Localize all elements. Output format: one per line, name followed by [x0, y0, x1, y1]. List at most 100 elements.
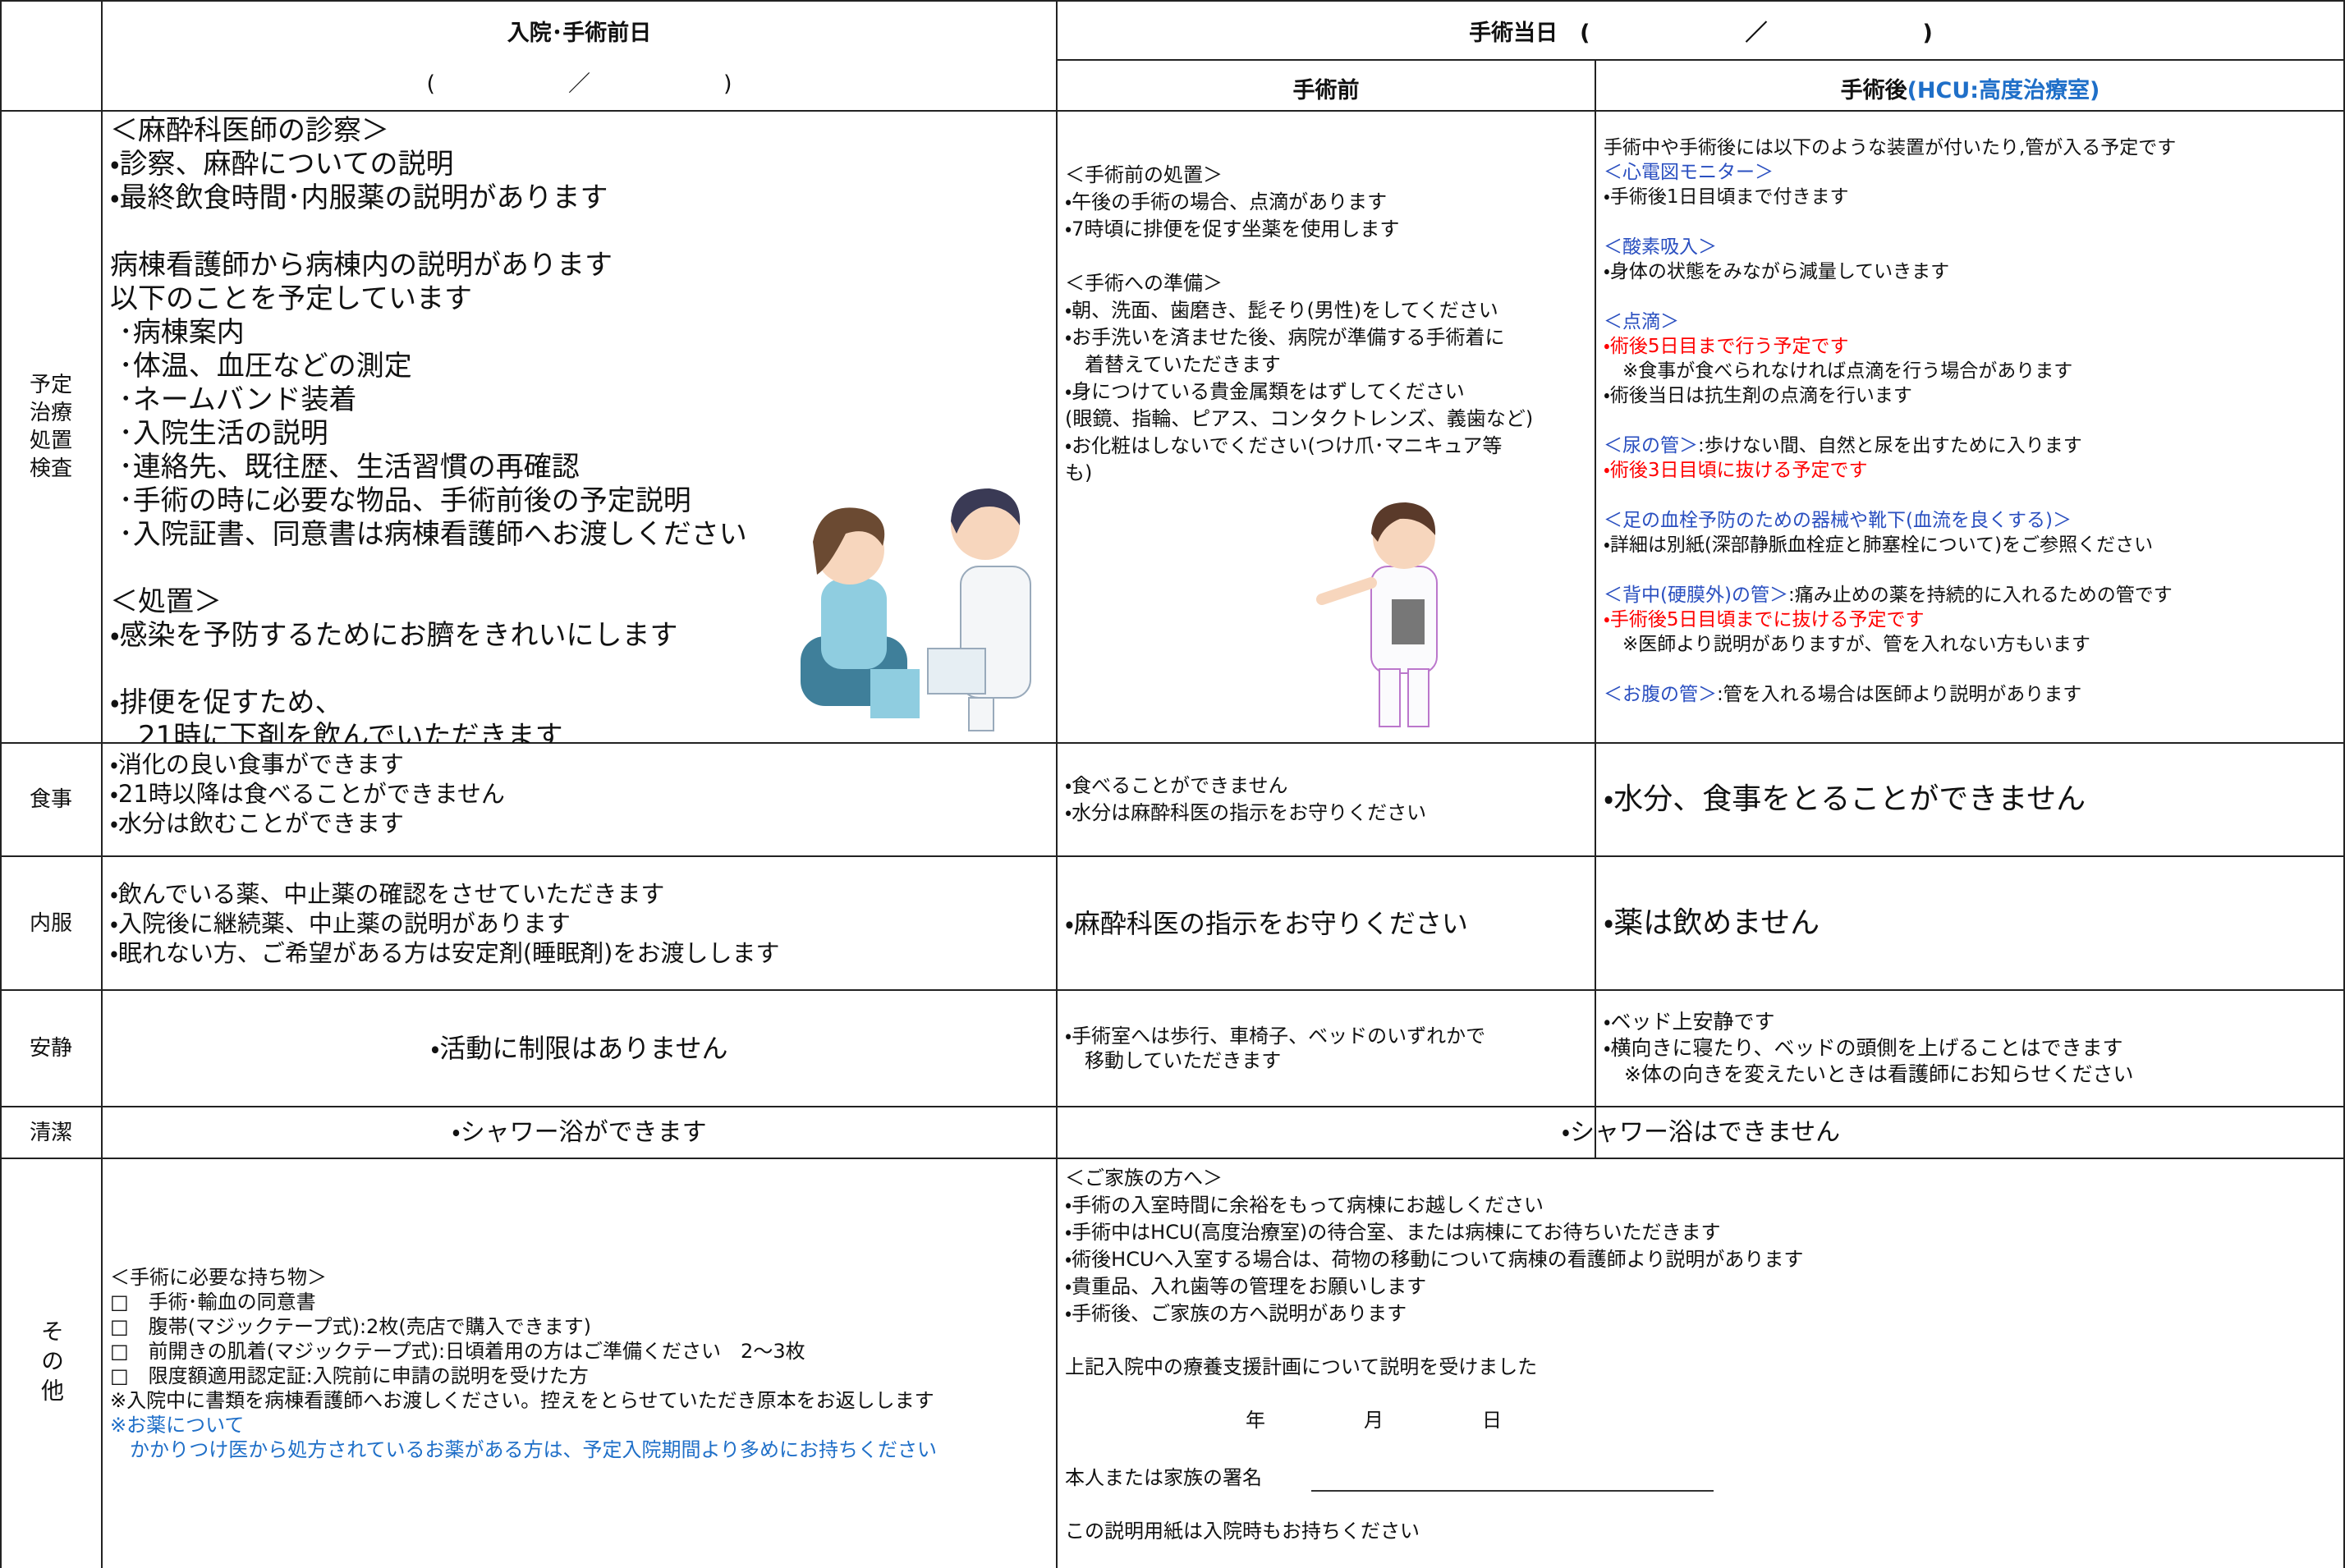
row-label: 清潔 [0, 1107, 102, 1158]
text-line: ・お手洗いを済ませた後、病院が準備する手術着に [1065, 324, 1587, 351]
paragraph: ・薬は飲めません [1604, 905, 2337, 942]
paragraph: ・食べることができません ・水分は麻酔科医の指示をお守りください [1065, 773, 1587, 827]
table-cell: ＜手術前の処置＞ ・午後の手術の場合、点滴があります ・7時頃に排便を促す坐薬を使用… [1057, 111, 1595, 743]
text-line: ・飲んでいる薬、中止薬の確認をさせていただきます [110, 879, 1049, 909]
text: :痛み止めの薬を持続的に入れるための管です [1787, 585, 2173, 606]
paragraph: 年 月 日 [1065, 1407, 2337, 1434]
text-line: ・感染を予防するためにお臍をきれいにします [110, 619, 1049, 653]
text: ・診察、麻酔についての説明 [110, 148, 454, 181]
paragraph: ・シャワー浴ができます [452, 1117, 706, 1148]
header-date: ( ／ ) [426, 71, 732, 97]
text: 移動していただきます [1065, 1049, 1282, 1072]
row-label: その他 [0, 1158, 102, 1568]
text-line: ・貴重品、入れ歯等の管理をお願いします [1065, 1273, 2337, 1300]
text: (眼鏡、指輪、ピアス、コンタクトレンズ、義歯など) [1065, 407, 1534, 430]
text-line: ･入院生活の説明 [110, 417, 1049, 451]
text: ・横向きに寝たり、ベッドの頭側を上げることはできます [1604, 1036, 2123, 1060]
paragraph: 本人または家族の署名 [1065, 1460, 2337, 1492]
header-subtitle: 手術後(HCU:高度治療室) [1595, 72, 2345, 104]
text-line: ･体温、血圧などの測定 [110, 350, 1049, 383]
text-line: ・シャワー浴はできません [1562, 1117, 1840, 1148]
paragraph: ＜足の血栓予防のための器械や靴下(血流を良くする)＞ ・詳細は別紙(深部静脈血栓症… [1604, 508, 2337, 557]
text-line: ・手術中はHCU(高度治療室)の待合室、または病棟にてお待ちいただきます [1065, 1219, 2337, 1246]
text: ・術後5日目まで行う予定です [1604, 336, 1849, 357]
text: □ 限度額適用認定証:入院前に申請の説明を受けた方 [110, 1364, 589, 1387]
text-line: かかりつけ医から処方されているお薬がある方は、予定入院期間より多めにお持ちくださ… [110, 1437, 1049, 1462]
table-cell: ・活動に制限はありません [102, 990, 1057, 1107]
text-line: 上記入院中の療養支援計画について説明を受けました [1065, 1354, 2337, 1381]
text-line: ・シャワー浴ができます [452, 1117, 706, 1148]
text: ･連絡先、既往歴、生活習慣の再確認 [110, 451, 580, 484]
row-label-text: 処置 [29, 429, 72, 453]
text: ※入院中に書類を病棟看護師へお渡しください。控えをとらせていただき原本をお返しし… [110, 1388, 934, 1412]
text: ＜酸素吸入＞ [1604, 236, 1717, 258]
text-line: ・食べることができません [1065, 773, 1587, 800]
table-cell: ・手術室へは歩行、車椅子、ベッドのいずれかで 移動していただきます [1057, 990, 1595, 1107]
text-line: ・手術の入室時間に余裕をもって病棟にお越しください [1065, 1192, 2337, 1219]
paragraph: ＜手術に必要な持ち物＞ □ 手術･輸血の同意書 □ 腹帯(マジックテープ式):2枚(… [110, 1265, 1049, 1462]
text: ・ベッド上安静です [1604, 1010, 1775, 1034]
text-line: ＜足の血栓予防のための器械や靴下(血流を良くする)＞ [1604, 508, 2337, 533]
text: ※体の向きを変えたいときは看護師にお知らせください [1604, 1062, 2134, 1086]
text-line: ・入院後に継続薬、中止薬の説明があります [110, 909, 1049, 938]
text-line: ・ベッド上安静です [1604, 1009, 2337, 1035]
text: ･病棟案内 [110, 316, 245, 349]
text: ＜心電図モニター＞ [1604, 162, 1774, 183]
text-line: ＜心電図モニター＞ [1604, 160, 2337, 185]
table-cell: ・シャワー浴ができます [102, 1107, 1057, 1158]
text-line: □ 前開きの肌着(マジックテープ式):日頃着用の方はご準備ください 2〜3枚 [110, 1339, 1049, 1364]
text: ・最終飲食時間･内服薬の説明があります [110, 181, 608, 214]
text-line: ・お化粧はしないでください(つけ爪･マニキュア等 [1065, 433, 1587, 460]
row-label-text: 治療 [29, 401, 72, 425]
text-line: □ 手術･輸血の同意書 [110, 1290, 1049, 1314]
text: 病棟看護師から病棟内の説明があります [110, 249, 613, 282]
paragraph: ＜処置＞ ・感染を予防するためにお臍をきれいにします [110, 585, 1049, 653]
text-line: □ 腹帯(マジックテープ式):2枚(売店で購入できます) [110, 1314, 1049, 1339]
text: ・食べることができません [1065, 774, 1288, 797]
text-line: 病棟看護師から病棟内の説明があります [110, 249, 1049, 282]
text: ・貴重品、入れ歯等の管理をお願いします [1065, 1275, 1427, 1298]
paragraph: 病棟看護師から病棟内の説明があります 以下のことを予定しています ･病棟案内 ･体… [110, 249, 1049, 552]
text: ＜手術に必要な持ち物＞ [110, 1265, 327, 1289]
table-cell: ＜手術に必要な持ち物＞ □ 手術･輸血の同意書 □ 腹帯(マジックテープ式):2枚(… [102, 1158, 1057, 1568]
text: ・7時頃に排便を促す坐薬を使用します [1065, 218, 1400, 241]
text: ・術後3日目頃に抜ける予定です [1604, 460, 1868, 481]
text: ・身体の状態をみながら減量していきます [1604, 261, 1950, 282]
text: ･入院証書、同意書は病棟看護師へお渡しください [110, 518, 747, 551]
text: ・シャワー浴ができます [452, 1117, 707, 1147]
text: ＜麻酔科医師の診察＞ [110, 114, 389, 147]
text: 着替えていただきます [1065, 353, 1281, 376]
paragraph: ・消化の良い食事ができます ・21時以降は食べることができません ・水分は飲むことが… [110, 750, 1049, 838]
text-line: ・術後3日目頃に抜ける予定です [1604, 458, 2337, 483]
text-line: ・水分、食事をとることができません [1604, 782, 2337, 818]
row-label-text: 食事 [29, 787, 72, 812]
text-line: 年 月 日 [1065, 1407, 2337, 1434]
text: も) [1065, 461, 1093, 484]
text: 21時に下剤を飲んでいただきます [110, 720, 563, 743]
text-line: ・薬は飲めません [1604, 905, 2337, 942]
text: ・手術室へは歩行、車椅子、ベッドのいずれかで [1065, 1025, 1486, 1048]
row-label: 内服 [0, 856, 102, 990]
text-line: ･病棟案内 [110, 316, 1049, 350]
text: ※お薬について [110, 1413, 245, 1437]
text: ・手術後5日目頃までに抜ける予定です [1604, 609, 1925, 630]
text-line: ・身体の状態をみながら減量していきます [1604, 259, 2337, 284]
table-cell: ・ベッド上安静です ・横向きに寝たり、ベッドの頭側を上げることはできます ※体の向… [1595, 990, 2345, 1107]
table-cell: ・食べることができません ・水分は麻酔科医の指示をお守りください [1057, 743, 1595, 856]
paragraph: 手術中や手術後には以下のような装置が付いたり,管が入る予定です ＜心電図モニター＞… [1604, 135, 2337, 209]
text-line: ・眠れない方、ご希望がある方は安定剤(睡眠剤)をお渡しします [110, 938, 1049, 968]
text: ・水分は飲むことができます [110, 809, 404, 837]
text: ＜尿の管＞ [1604, 435, 1698, 456]
text-line: ・朝、洗面、歯磨き、髭そり(男性)をしてください [1065, 297, 1587, 324]
text: ・消化の良い食事ができます [110, 750, 404, 778]
row-label-text: 安静 [29, 1036, 72, 1061]
header-note: (HCU:高度治療室) [1907, 78, 2100, 103]
text: ・排便を促すため、 [110, 686, 343, 719]
row-label: 食事 [0, 743, 102, 856]
text-line: ・水分は飲むことができます [110, 809, 1049, 838]
paragraph: ＜酸素吸入＞ ・身体の状態をみながら減量していきます [1604, 235, 2337, 284]
text-line: ・術後当日は抗生剤の点滴を行います [1604, 383, 2337, 408]
text: □ 手術･輸血の同意書 [110, 1290, 316, 1314]
